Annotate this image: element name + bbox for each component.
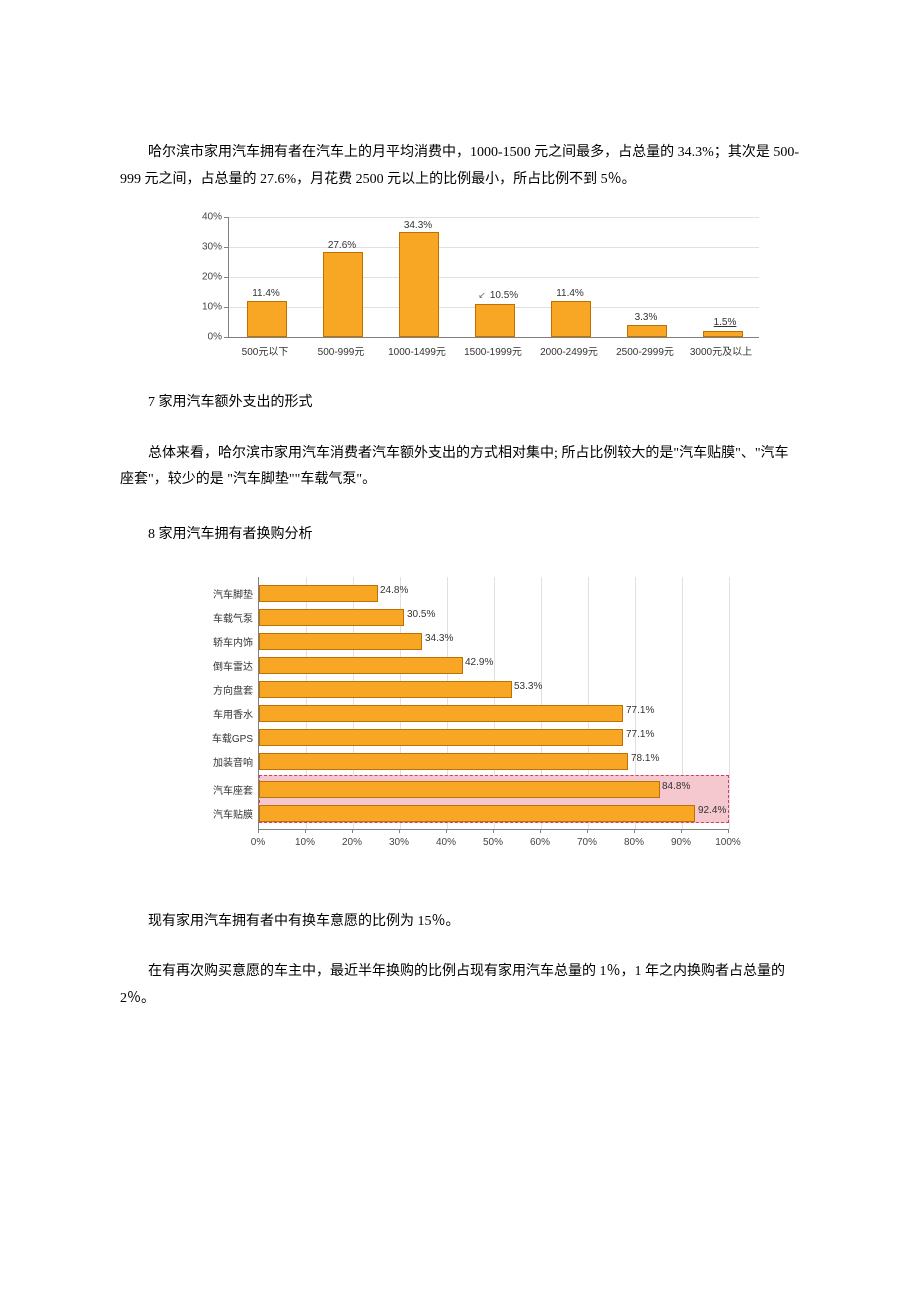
hrow-8: 汽车座套 84.8%	[259, 779, 729, 799]
vbar-6	[703, 331, 743, 338]
vbar-lbl-6: 1.5%	[695, 317, 755, 328]
hxt-5: 50%	[483, 837, 503, 848]
hxt-0: 0%	[251, 837, 265, 848]
extra-spend-chart: 汽车脚垫 24.8% 车载气泵 30.5% 轿车内饰 34.3% 倒车雷达	[180, 573, 800, 873]
ytick-1: 10%	[180, 302, 222, 313]
vchart-plot: 11.4% 27.6% 34.3% ↙ 10.5% 11.4% 3.3% 1.5…	[228, 217, 759, 338]
hxt-4: 40%	[436, 837, 456, 848]
hrow-2: 轿车内饰 34.3%	[259, 631, 729, 651]
section8-para1: 现有家用汽车拥有者中有换车意愿的比例为 15％。	[120, 909, 800, 936]
hxt-1: 10%	[295, 837, 315, 848]
hrow-3: 倒车雷达 42.9%	[259, 655, 729, 675]
xcat-4: 2000-2499元	[531, 343, 607, 358]
vbar-lbl-3: 10.5%	[474, 290, 534, 301]
section7-title: 7 家用汽车额外支出的形式	[120, 390, 800, 417]
vbar-1	[323, 252, 363, 337]
hrow-4: 方向盘套 53.3%	[259, 679, 729, 699]
vbar-lbl-2: 34.3%	[388, 220, 448, 231]
xcat-0: 500元以下	[227, 343, 303, 358]
hxt-8: 80%	[624, 837, 644, 848]
hrow-1: 车载气泵 30.5%	[259, 607, 729, 627]
vbar-5	[627, 325, 667, 337]
hrow-9: 汽车贴膜 92.4%	[259, 803, 729, 823]
ytick-2: 20%	[180, 272, 222, 283]
vbar-3	[475, 304, 515, 338]
section8-para2: 在有再次购买意愿的车主中，最近半年换购的比例占现有家用汽车总量的 1％，1 年之…	[120, 959, 800, 1012]
ytick-3: 30%	[180, 242, 222, 253]
hxt-6: 60%	[530, 837, 550, 848]
vbar-lbl-1: 27.6%	[312, 240, 372, 251]
hrow-6: 车载GPS 77.1%	[259, 727, 729, 747]
monthly-spend-chart: 0% 10% 20% 30% 40%	[180, 217, 800, 362]
ytick-0: 0%	[180, 332, 222, 343]
vbar-2	[399, 232, 439, 337]
hchart-container: 汽车脚垫 24.8% 车载气泵 30.5% 轿车内饰 34.3% 倒车雷达	[180, 573, 760, 873]
vbar-lbl-5: 3.3%	[616, 312, 676, 323]
xcat-5: 2500-2999元	[607, 343, 683, 358]
document-page: 哈尔滨市家用汽车拥有者在汽车上的月平均消费中，1000-1500 元之间最多，占…	[0, 0, 920, 1076]
hxt-3: 30%	[389, 837, 409, 848]
ytick-4: 40%	[180, 212, 222, 223]
section7-para: 总体来看，哈尔滨市家用汽车消费者汽车额外支出的方式相对集中; 所占比例较大的是"…	[120, 441, 800, 494]
vbar-lbl-4: 11.4%	[540, 288, 600, 299]
xcat-3: 1500-1999元	[455, 343, 531, 358]
xcat-6: 3000元及以上	[683, 343, 759, 358]
vchart-container: 0% 10% 20% 30% 40%	[180, 217, 780, 362]
vbar-4	[551, 301, 591, 337]
hrow-7: 加装音响 78.1%	[259, 751, 729, 771]
vbar-0	[247, 301, 287, 337]
section8-title: 8 家用汽车拥有者换购分析	[120, 522, 800, 549]
hchart-plot: 汽车脚垫 24.8% 车载气泵 30.5% 轿车内饰 34.3% 倒车雷达	[258, 577, 729, 830]
hxt-9: 90%	[671, 837, 691, 848]
hrow-5: 车用香水 77.1%	[259, 703, 729, 723]
xcat-2: 1000-1499元	[379, 343, 455, 358]
intro-paragraph: 哈尔滨市家用汽车拥有者在汽车上的月平均消费中，1000-1500 元之间最多，占…	[120, 140, 800, 193]
xcat-1: 500-999元	[303, 343, 379, 358]
hxt-10: 100%	[715, 837, 741, 848]
hxt-7: 70%	[577, 837, 597, 848]
vbar-lbl-0: 11.4%	[236, 288, 296, 299]
hrow-0: 汽车脚垫 24.8%	[259, 583, 729, 603]
hxt-2: 20%	[342, 837, 362, 848]
